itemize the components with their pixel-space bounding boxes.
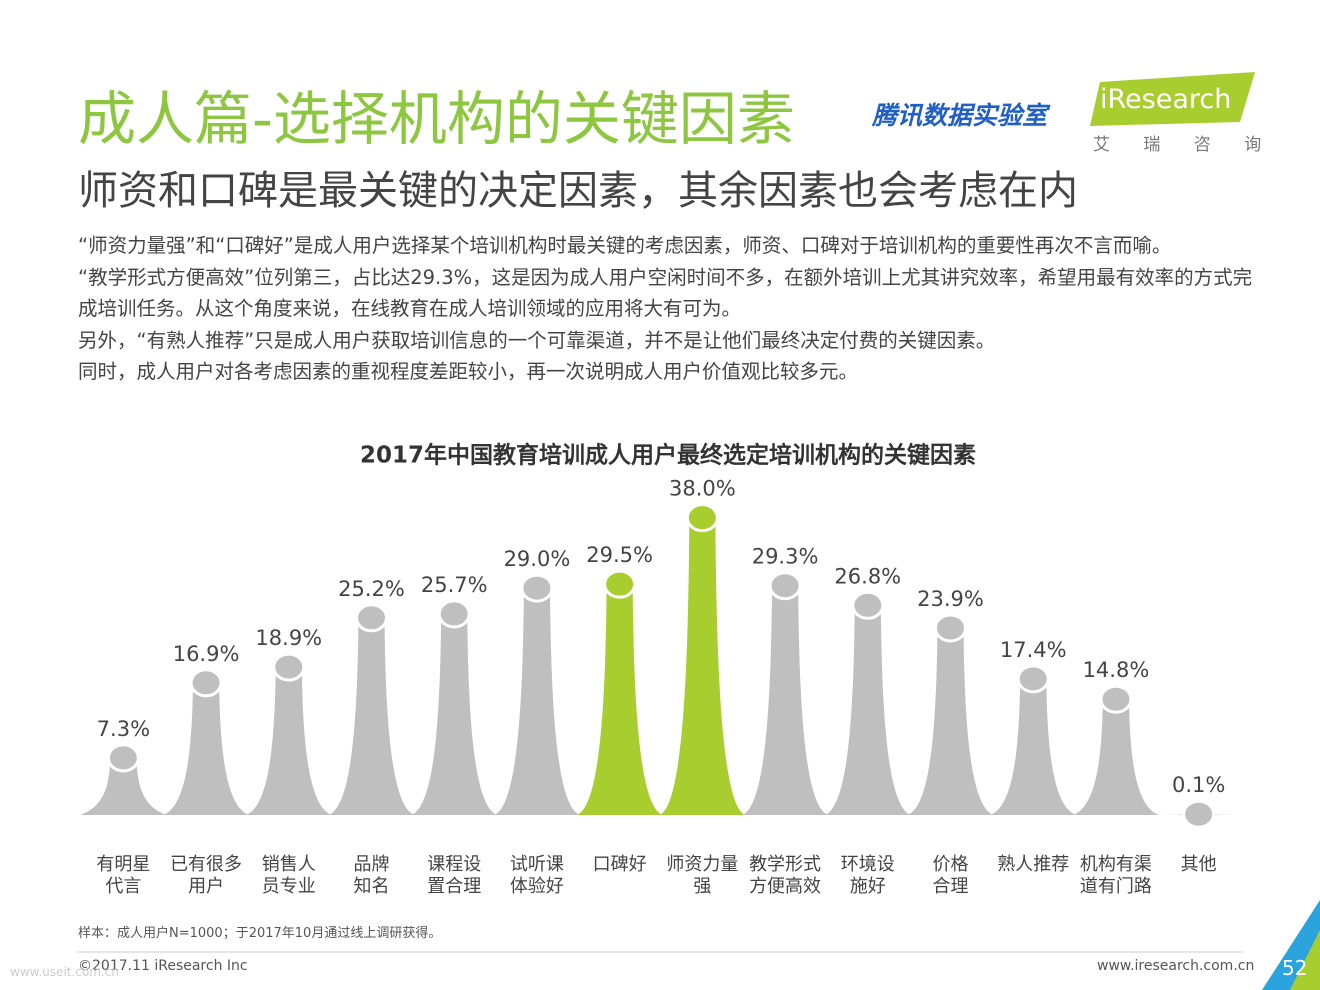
value-label: 0.1% <box>1172 773 1225 797</box>
value-label: 29.5% <box>586 543 653 567</box>
bar-cap <box>1099 684 1133 714</box>
value-label: 29.3% <box>752 545 819 569</box>
bar <box>1072 699 1159 815</box>
category-label: 有明星 代言 <box>96 854 151 897</box>
bar-cap <box>520 573 554 603</box>
category-label: 价格 合理 <box>932 854 969 897</box>
body-text: “师资力量强”和“口碑好”是成人用户选择某个培训机构时最关键的考虑因素，师资、口… <box>78 230 1258 388</box>
bar <box>742 585 829 815</box>
url: www.iresearch.com.cn <box>1097 958 1255 974</box>
corner-green <box>1290 930 1320 990</box>
bar <box>576 584 663 815</box>
value-label: 18.9% <box>255 626 322 650</box>
value-label: 29.0% <box>504 547 571 571</box>
paragraph: 同时，成人用户对各考虑因素的重视程度差距较小，再一次说明成人用户价值观比较多元。 <box>78 360 859 383</box>
copyright: ©2017.11 iResearch Inc <box>78 958 248 974</box>
category-label: 其他 <box>1180 854 1217 875</box>
category-label: 机构有渠 道有门路 <box>1079 854 1152 897</box>
bar <box>990 678 1077 815</box>
bar <box>907 627 994 815</box>
title: 成人篇-选择机构的关键因素 <box>78 85 795 153</box>
category-label: 教学形式 方便高效 <box>749 854 822 897</box>
page-number: 52 <box>1282 956 1308 980</box>
value-label: 25.2% <box>338 577 405 601</box>
value-label: 16.9% <box>173 642 240 666</box>
category-label: 品牌 知名 <box>353 854 390 897</box>
bar-cap <box>768 571 802 601</box>
bar-cap <box>1016 664 1050 694</box>
logo-shape <box>1090 72 1255 126</box>
category-label: 熟人推荐 <box>997 854 1070 875</box>
logo-cn: 艾 瑞 咨 询 <box>1093 135 1276 155</box>
bar-cap <box>106 743 140 773</box>
bar-cap <box>189 668 223 698</box>
paragraph: “师资力量强”和“口碑好”是成人用户选择某个培训机构时最关键的考虑因素，师资、口… <box>78 234 1172 257</box>
value-label: 38.0% <box>669 477 736 501</box>
logo-tencent: 腾讯数据实验室 <box>872 101 1048 130</box>
chart-title: 2017年中国教育培训成人用户最终选定培训机构的关键因素 <box>360 442 976 469</box>
bar-cap <box>685 503 719 533</box>
bar-cap <box>934 613 967 643</box>
category-label: 销售人 员专业 <box>261 854 316 897</box>
bar <box>163 682 250 815</box>
paragraph: 另外，“有熟人推荐”只是成人用户获取培训信息的一个可靠渠道，并不是让他们最终决定… <box>78 328 996 352</box>
bar <box>659 517 746 815</box>
value-label: 26.8% <box>834 564 901 588</box>
subtitle: 师资和口碑是最关键的决定因素，其余因素也会考虑在内 <box>78 168 1078 214</box>
bar-cap <box>272 652 306 682</box>
bar <box>411 613 498 815</box>
bar <box>493 588 580 815</box>
bar <box>328 617 415 815</box>
category-label: 师资力量 强 <box>666 854 739 897</box>
note: 样本：成人用户N=1000；于2017年10月通过线上调研获得。 <box>78 926 442 941</box>
category-label: 课程设 置合理 <box>427 854 482 897</box>
bar <box>245 667 332 815</box>
bar-cap <box>437 599 471 629</box>
value-label: 25.7% <box>421 573 488 597</box>
bar <box>824 605 911 815</box>
category-label: 环境设 施好 <box>840 854 895 897</box>
paragraph: “教学形式方便高效”位列第三，占比达29.3%，这是因为成人用户空闲时间不多，在… <box>78 265 1253 321</box>
bar-cap <box>603 569 637 599</box>
bar-cap <box>851 590 885 620</box>
bar-cap <box>1182 799 1216 829</box>
category-label: 口碑好 <box>592 854 647 875</box>
value-label: 14.8% <box>1083 658 1150 682</box>
category-label: 已有很多 用户 <box>170 854 243 897</box>
bar-cap <box>355 603 388 633</box>
bar <box>80 757 167 815</box>
logo-iresearch: iResearch <box>1100 84 1232 115</box>
value-label: 23.9% <box>917 587 984 611</box>
value-label: 7.3% <box>97 717 150 741</box>
value-label: 17.4% <box>1000 638 1067 662</box>
watermark: www.useit.com.cn <box>10 965 119 979</box>
category-label: 试听课 体验好 <box>509 854 564 897</box>
